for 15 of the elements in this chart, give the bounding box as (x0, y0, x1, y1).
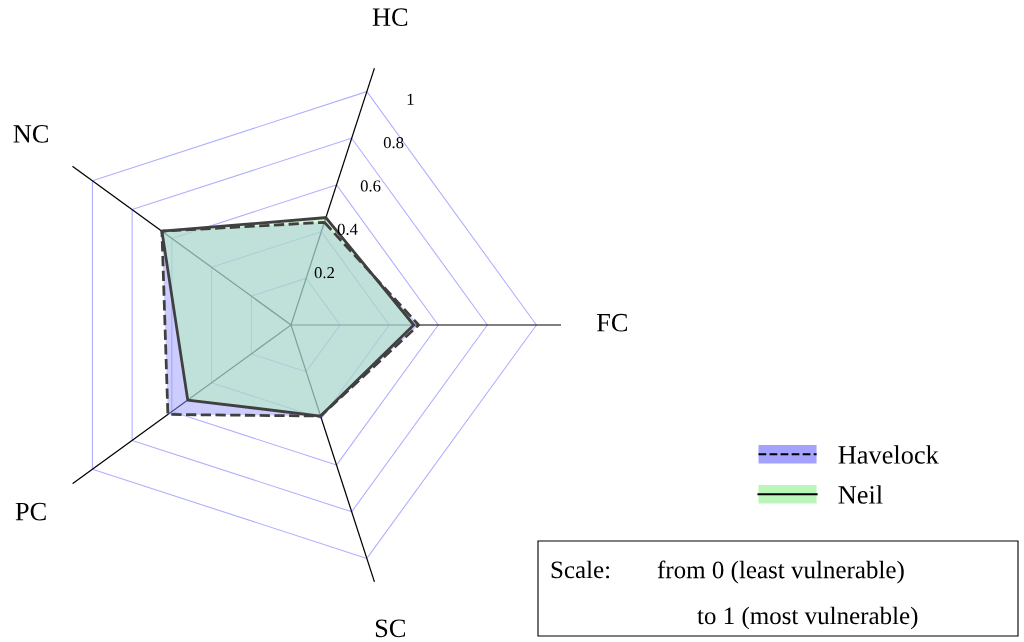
y-tick-label: 0.6 (360, 180, 381, 192)
y-tick-label: 0.8 (383, 136, 404, 149)
spoke-label: SC (375, 619, 405, 638)
spoke-label: HC (372, 8, 408, 27)
spoke-label: PC (15, 502, 46, 521)
spoke-label: NC (13, 125, 48, 143)
text: from 0 (least vulnerable) (657, 560, 904, 584)
text: to 1 (most vulnerable) (697, 606, 918, 630)
spoke-label: FC (596, 313, 627, 332)
y-tick-label: 1 (407, 93, 414, 105)
legend-label: Neil (838, 485, 883, 504)
text: Scale: (551, 560, 610, 579)
y-tick-label: 0.4 (337, 223, 358, 235)
legend-label: Havelock (838, 445, 939, 464)
y-tick-label: 0.2 (314, 267, 334, 279)
